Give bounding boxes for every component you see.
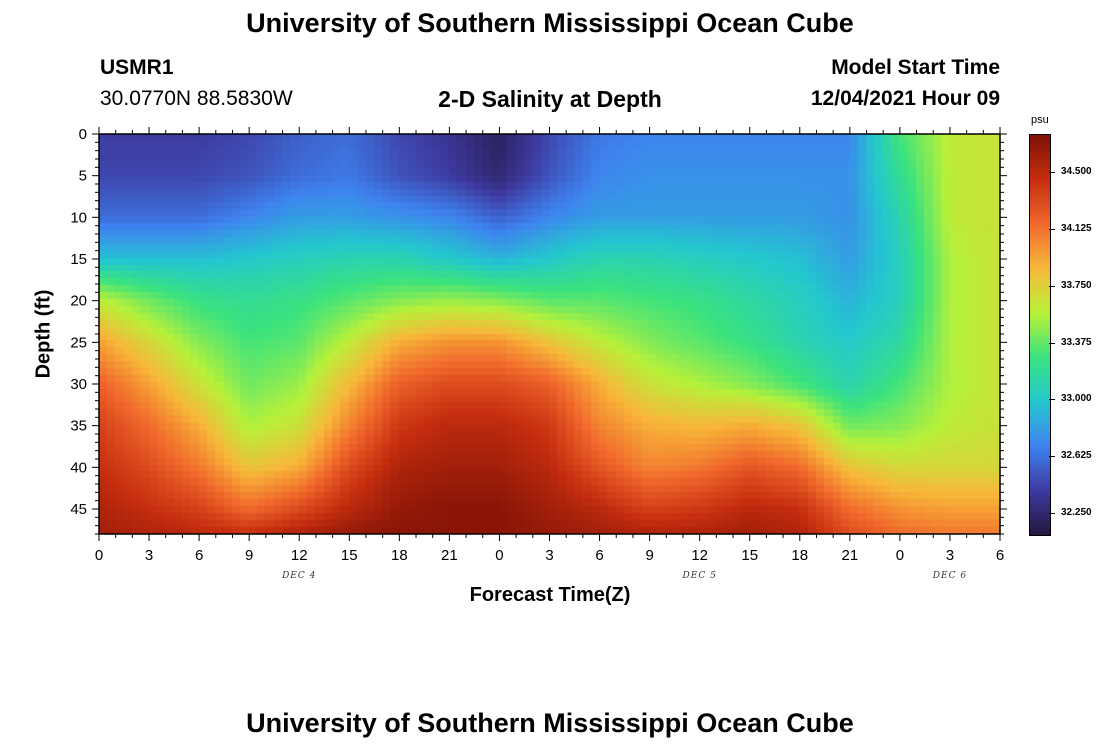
footer-title: University of Southern Mississippi Ocean… xyxy=(246,708,854,738)
x-tick-label: 0 xyxy=(95,547,103,564)
x-tick-label: 6 xyxy=(195,547,203,564)
y-tick-label: 10 xyxy=(70,209,87,226)
y-tick-label: 20 xyxy=(70,293,87,310)
date-label: DEC 5 xyxy=(682,571,717,581)
x-tick-label: 15 xyxy=(741,547,758,564)
x-tick-label: 0 xyxy=(896,547,904,564)
y-tick-label: 35 xyxy=(70,418,87,435)
colorbar-tick xyxy=(1049,399,1055,401)
x-tick-label: 21 xyxy=(841,547,858,564)
colorbar xyxy=(1029,134,1051,536)
y-tick-label: 25 xyxy=(70,334,87,351)
x-tick-label: 3 xyxy=(545,547,553,564)
colorbar-tick xyxy=(1049,513,1055,515)
x-tick-label: 3 xyxy=(145,547,153,564)
x-tick-label: 12 xyxy=(691,547,708,564)
station-coordinates: 30.0770N 88.5830W xyxy=(100,87,293,110)
colorbar-unit: psu xyxy=(1031,114,1049,126)
date-label: DEC 6 xyxy=(932,571,967,581)
colorbar-tick xyxy=(1049,171,1055,173)
x-tick-label: 9 xyxy=(645,547,653,564)
y-tick-label: 40 xyxy=(70,459,87,476)
colorbar-tick-label: 32.625 xyxy=(1061,450,1092,462)
x-tick-label: 9 xyxy=(245,547,253,564)
colorbar-tick xyxy=(1049,342,1055,344)
y-axis-label: Depth (ft) xyxy=(32,289,55,379)
x-tick-label: 18 xyxy=(791,547,808,564)
y-tick-label: 5 xyxy=(79,168,87,185)
x-tick-label: 0 xyxy=(495,547,503,564)
x-tick-label: 3 xyxy=(946,547,954,564)
station-id: USMR1 xyxy=(100,56,174,79)
model-start-label: Model Start Time xyxy=(831,56,1000,79)
page-title: University of Southern Mississippi Ocean… xyxy=(246,8,854,38)
x-axis-label: Forecast Time(Z) xyxy=(469,584,631,606)
y-tick-label: 0 xyxy=(79,126,87,143)
x-tick-label: 18 xyxy=(391,547,408,564)
x-tick-label: 15 xyxy=(341,547,358,564)
y-tick-label: 15 xyxy=(70,251,87,268)
x-tick-label: 6 xyxy=(595,547,603,564)
plot-border xyxy=(98,133,1001,535)
colorbar-tick xyxy=(1049,228,1055,230)
colorbar-tick xyxy=(1049,285,1055,287)
y-tick-label: 30 xyxy=(70,376,87,393)
colorbar-tick-label: 33.375 xyxy=(1061,336,1092,348)
colorbar-tick-label: 34.125 xyxy=(1061,222,1092,234)
model-start-time: 12/04/2021 Hour 09 xyxy=(810,87,1000,110)
colorbar-tick xyxy=(1049,456,1055,458)
chart-subtitle: 2-D Salinity at Depth xyxy=(438,86,662,112)
y-tick-label: 45 xyxy=(70,501,87,518)
salinity-heatmap xyxy=(99,134,1000,534)
colorbar-tick-label: 33.750 xyxy=(1061,279,1092,291)
colorbar-tick-label: 32.250 xyxy=(1061,507,1092,519)
x-tick-label: 6 xyxy=(996,547,1004,564)
x-tick-label: 21 xyxy=(441,547,458,564)
colorbar-tick-label: 33.000 xyxy=(1061,393,1092,405)
date-label: DEC 4 xyxy=(281,571,316,581)
colorbar-tick-label: 34.500 xyxy=(1061,165,1092,177)
x-tick-label: 12 xyxy=(291,547,308,564)
